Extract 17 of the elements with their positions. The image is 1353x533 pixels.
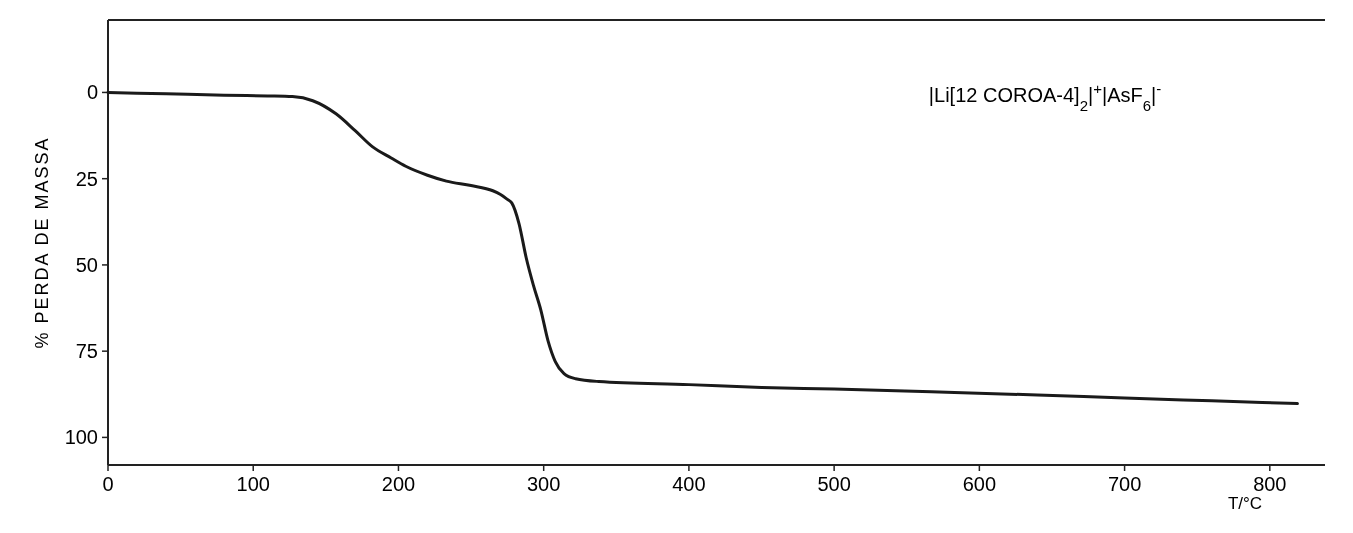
x-tick-label: 800 bbox=[1253, 473, 1287, 495]
x-tick-label: 100 bbox=[236, 473, 270, 495]
y-tick-label: 75 bbox=[75, 340, 98, 363]
y-tick-label: 25 bbox=[75, 167, 98, 190]
x-tick-label: 400 bbox=[672, 473, 706, 495]
y-tick-label: 0 bbox=[86, 81, 98, 104]
y-axis-title: % PERDA DE MASSA bbox=[32, 136, 52, 349]
y-tick-label: 100 bbox=[64, 426, 98, 449]
x-axis-title: T/°C bbox=[1227, 494, 1263, 513]
annotation: |Li[12 COROA-4]$_{2}$|$^{+}$|AsF$_{6}$|$^{-}$ bbox=[928, 79, 1162, 114]
x-tick-label: 600 bbox=[962, 473, 997, 495]
y-tick-label: 50 bbox=[75, 253, 98, 276]
x-tick-label: 300 bbox=[526, 473, 561, 495]
x-tick-label: 500 bbox=[817, 473, 851, 495]
x-tick-label: 700 bbox=[1107, 473, 1142, 495]
x-tick-label: 200 bbox=[381, 473, 416, 495]
x-tick-label: 0 bbox=[102, 473, 114, 495]
